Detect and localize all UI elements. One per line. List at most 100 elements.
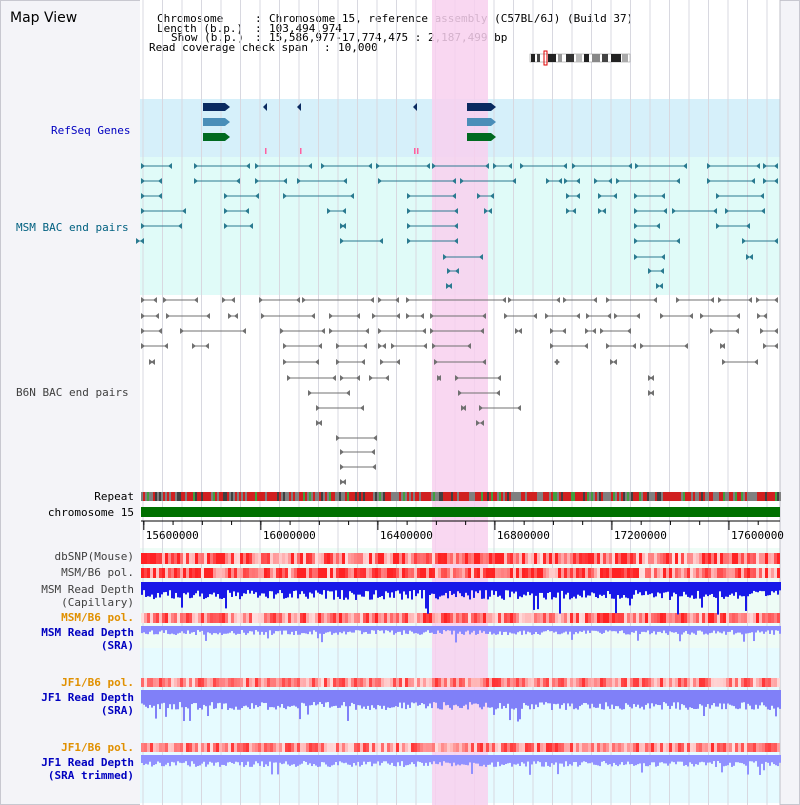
jf1-b6-pol-cell [390, 678, 393, 687]
dbsnp-cell [564, 553, 567, 564]
bac-end [576, 193, 580, 199]
msm-b6-pol-cell [363, 568, 366, 578]
jf1-b6-pol2-cell [237, 743, 240, 752]
track-label-msm-bac[interactable]: MSM BAC end pairs [16, 221, 129, 234]
msm-depth-capillary-bar [547, 582, 549, 594]
jf1-depth-sra-bar [669, 690, 671, 710]
jf1-depth-trim-bar [433, 755, 435, 762]
msm-depth-sra-bar [369, 626, 371, 634]
dbsnp-cell [486, 553, 489, 564]
msm-depth-sra-bar [703, 626, 705, 635]
repeat-cell [663, 492, 665, 501]
track-label-refseq[interactable]: RefSeq Genes [51, 124, 131, 137]
msm-depth-sra-bar [605, 626, 607, 631]
jf1-depth-sra-bar [713, 690, 715, 704]
jf1-b6-pol-cell [195, 678, 198, 687]
msm-b6-pol-cell [474, 568, 477, 578]
jf1-depth-sra-bar [637, 690, 639, 705]
repeat-cell [283, 492, 285, 501]
jf1-b6-pol-cell [408, 678, 411, 687]
dbsnp-cell [372, 553, 375, 564]
bac-end [141, 208, 145, 214]
repeat-cell [355, 492, 357, 501]
jf1-depth-trim-bar [591, 755, 593, 763]
repeat-cell [195, 492, 197, 501]
repeat-cell [467, 492, 469, 501]
bac-end [746, 223, 750, 229]
repeat-cell [423, 492, 425, 501]
jf1-b6-pol-cell [372, 678, 375, 687]
repeat-cell [455, 492, 457, 501]
msm-depth-sra-bar [207, 626, 209, 633]
msm-b6-pol-cell [318, 568, 321, 578]
bac-end [550, 343, 554, 349]
repeat-cell [257, 492, 259, 501]
jf1-b6-pol2-cell [381, 743, 384, 752]
dbsnp-cell [216, 553, 219, 564]
bac-end [432, 163, 436, 169]
msm-depth-capillary-bar [181, 582, 183, 608]
jf1-depth-sra-bar [741, 690, 743, 703]
msm-depth-sra-bar [539, 626, 541, 635]
msm-depth-sra-bar [631, 626, 633, 633]
jf1-depth-sra-bar [517, 690, 519, 722]
jf1-depth-trim-bar [571, 755, 573, 766]
jf1-depth-sra-bar [657, 690, 659, 705]
jf1-b6-pol2-cell [567, 743, 570, 752]
jf1-b6-pol-cell [489, 678, 492, 687]
track-label-b6n-bac[interactable]: B6N BAC end pairs [16, 386, 129, 399]
jf1-b6-pol2-cell [729, 743, 732, 752]
jf1-b6-pol2-cell [582, 743, 585, 752]
msm-depth-capillary-bar [421, 582, 423, 599]
jf1-depth-sra-bar [347, 690, 349, 721]
dbsnp-cell [321, 553, 324, 564]
msm-b6-pol-cell [498, 568, 501, 578]
jf1-depth-sra-bar [677, 690, 679, 703]
jf1-depth-sra-bar [275, 690, 277, 710]
msm-depth-capillary-bar [347, 582, 349, 600]
bac-end [563, 163, 567, 169]
bac-end [141, 328, 145, 334]
msm-depth-capillary-bar [581, 582, 583, 598]
dbsnp-cell [495, 553, 498, 564]
bac-end [329, 313, 333, 319]
msm-depth-capillary-bar [521, 582, 523, 598]
msm-b6-pol-cell [333, 568, 336, 578]
jf1-b6-pol-cell [471, 678, 474, 687]
jf1-b6-pol-cell [678, 678, 681, 687]
bac-end [754, 359, 758, 365]
dbsnp-cell [525, 553, 528, 564]
repeat-cell [391, 492, 393, 501]
repeat-cell [553, 492, 555, 501]
bac-end [683, 163, 687, 169]
jf1-b6-pol-cell [366, 678, 369, 687]
jf1-b6-pol2-cell [369, 743, 372, 752]
dbsnp-cell [267, 553, 270, 564]
bac-end [774, 178, 778, 184]
msm-b6-pol2-cell [759, 613, 762, 623]
msm-b6-pol2-cell [639, 613, 642, 623]
msm-depth-sra-bar [185, 626, 187, 634]
bac-end [480, 328, 484, 334]
jf1-b6-pol-cell [303, 678, 306, 687]
repeat-cell [159, 492, 161, 501]
msm-depth-capillary-bar [293, 582, 295, 592]
repeat-cell [635, 492, 637, 501]
jf1-b6-pol2-cell [558, 743, 561, 752]
jf1-depth-trim-bar [719, 755, 721, 764]
jf1-b6-pol-cell [330, 678, 333, 687]
repeat-cell [221, 492, 223, 501]
msm-depth-sra-bar [577, 626, 579, 634]
bac-end [598, 208, 602, 214]
jf1-depth-trim-bar [151, 755, 153, 767]
msm-depth-sra-bar [465, 626, 467, 632]
repeat-cell [541, 492, 543, 501]
msm-depth-sra-bar [147, 626, 149, 635]
msm-b6-pol2-cell [501, 613, 504, 623]
bac-end [224, 193, 228, 199]
jf1-b6-pol-cell [177, 678, 180, 687]
dbsnp-cell [585, 553, 588, 564]
msm-depth-sra-bar [501, 626, 503, 635]
repeat-cell [693, 492, 695, 501]
repeat-cell [529, 492, 531, 501]
